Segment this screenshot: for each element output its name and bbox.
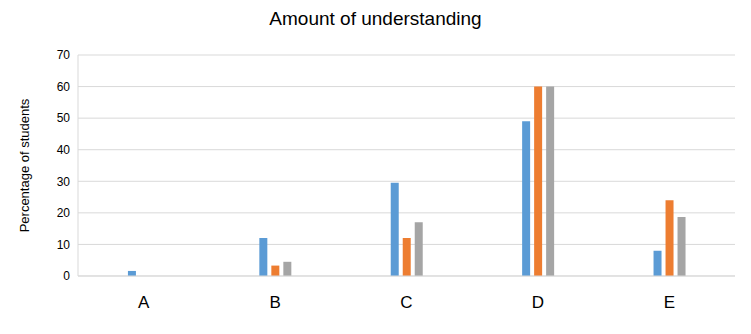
svg-text:B: B <box>269 293 280 312</box>
svg-text:A: A <box>138 293 150 312</box>
html-text:Amount of understanding: Amount of understanding <box>269 8 482 29</box>
svg-text:0: 0 <box>63 269 70 283</box>
svg-text:10: 10 <box>57 238 71 252</box>
svg-text:E: E <box>664 293 675 312</box>
svg-text:C: C <box>400 293 412 312</box>
svg-text:D: D <box>532 293 544 312</box>
svg-text:30: 30 <box>57 175 71 189</box>
svg-text:60: 60 <box>57 80 71 94</box>
svg-text:Percentage of students: Percentage of students <box>17 98 32 232</box>
svg-text:40: 40 <box>57 143 71 157</box>
svg-text:20: 20 <box>57 206 71 220</box>
svg-text:50: 50 <box>57 111 71 125</box>
svg-text:70: 70 <box>57 48 71 62</box>
